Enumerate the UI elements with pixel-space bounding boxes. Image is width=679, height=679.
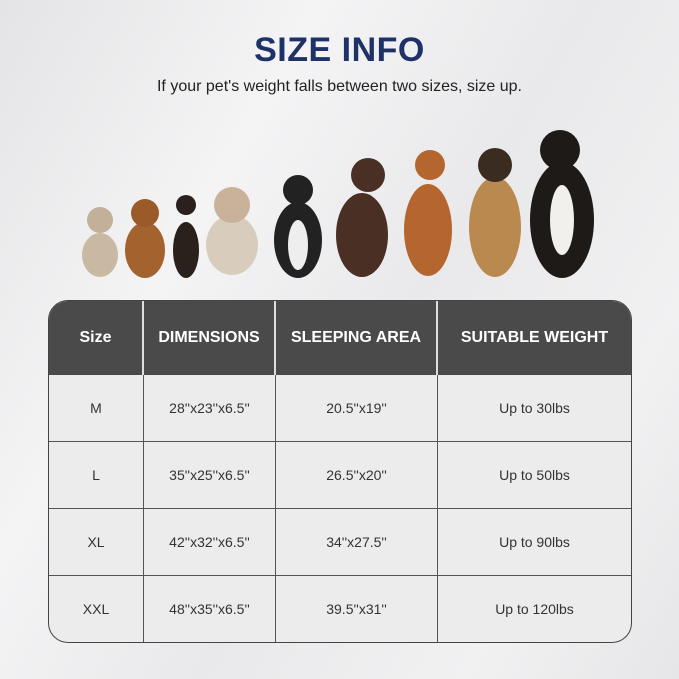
cell-size: XXL — [49, 575, 144, 642]
cell-sleeping-area: 20.5''x19'' — [276, 375, 438, 441]
cell-sleeping-area: 39.5''x31'' — [276, 575, 438, 642]
size-table: Size DIMENSIONS SLEEPING AREA SUITABLE W… — [48, 300, 632, 643]
column-header-dimensions: DIMENSIONS — [144, 301, 276, 375]
page-subtitle: If your pet's weight falls between two s… — [156, 78, 522, 95]
dog-border-collie — [274, 175, 322, 278]
table-row: XL 42''x32''x6.5'' 34''x27.5'' Up to 90l… — [49, 508, 631, 575]
cell-size: L — [49, 441, 144, 508]
page-title: SIZE INFO — [254, 31, 425, 69]
cell-dimensions: 42''x32''x6.5'' — [144, 508, 276, 575]
cell-weight: Up to 30lbs — [499, 400, 570, 416]
column-header-sleeping-area: SLEEPING AREA — [276, 301, 438, 375]
cell-dimensions: 35''x25''x6.5'' — [144, 441, 276, 508]
column-header-size: Size — [49, 301, 144, 375]
dog-labrador — [336, 158, 388, 277]
dog-german-shepherd — [469, 148, 521, 277]
dog-vizsla — [404, 150, 452, 276]
dog-bernese — [530, 130, 594, 278]
cell-dimensions: 48''x35''x6.5'' — [144, 575, 276, 642]
cell-size: M — [49, 375, 144, 441]
dog-bulldog — [206, 187, 258, 275]
cell-weight: Up to 120lbs — [438, 575, 631, 642]
column-header-suitable-weight: SUITABLE WEIGHT — [438, 301, 631, 375]
dog-pinscher — [173, 195, 199, 278]
dogs-photo — [82, 130, 594, 278]
table-row: L 35''x25''x6.5'' 26.5''x20'' Up to 50lb… — [49, 441, 631, 508]
cell-dimensions: 28''x23''x6.5'' — [144, 375, 276, 441]
cell-weight: Up to 90lbs — [438, 508, 631, 575]
table-row: M 28''x23''x6.5'' 20.5''x19'' Up to 30lb… — [49, 375, 631, 441]
table-row: XXL 48''x35''x6.5'' 39.5''x31'' Up to 12… — [49, 575, 631, 642]
cell-sleeping-area: 26.5''x20'' — [276, 441, 438, 508]
cell-weight: Up to 50lbs — [438, 441, 631, 508]
dog-cavalier — [125, 199, 165, 278]
dog-french-bulldog — [82, 207, 118, 277]
table-header-row: Size DIMENSIONS SLEEPING AREA SUITABLE W… — [49, 301, 631, 375]
cell-sleeping-area: 34''x27.5'' — [276, 508, 438, 575]
cell-size: XL — [49, 508, 144, 575]
